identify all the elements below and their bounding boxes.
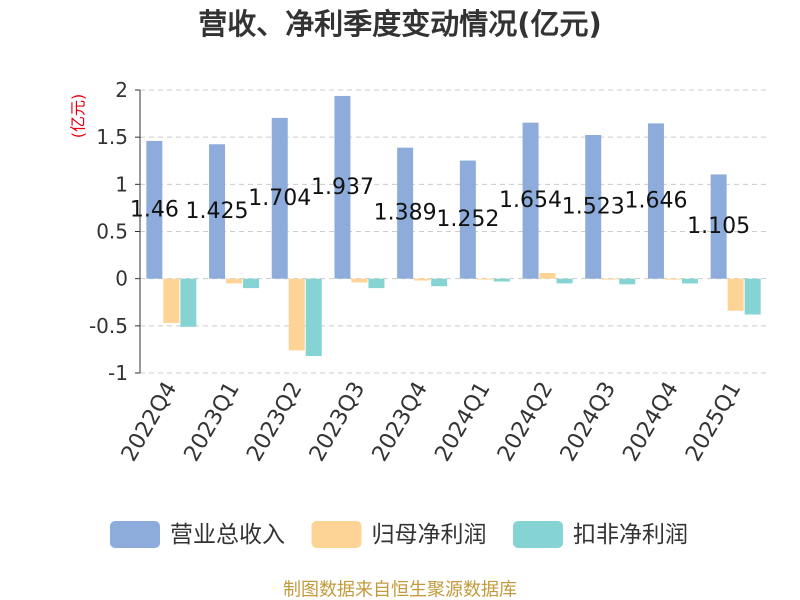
value-label: 1.937	[311, 175, 374, 200]
y-tick-label: 1.5	[96, 125, 128, 149]
net-profit-bar	[163, 278, 180, 324]
source-note: 制图数据来自恒生聚源数据库	[283, 580, 517, 600]
deducted-net-profit-bar	[493, 278, 510, 282]
legend-label: 扣非净利润	[573, 522, 688, 548]
deducted-net-profit-bar	[431, 278, 448, 287]
deducted-net-profit-bar	[305, 278, 322, 357]
revenue-bar	[271, 117, 288, 279]
legend: 营业总收入 归母净利润 扣非净利润	[110, 521, 688, 548]
net-profit-bar	[539, 273, 556, 279]
y-axis: 2 1.5 1 0.5 0 -0.5 -1	[89, 78, 141, 385]
revenue-bar	[585, 134, 602, 279]
x-axis: 2022Q42023Q12023Q22023Q32023Q42024Q12024…	[117, 378, 747, 466]
net-profit-bar	[727, 278, 744, 311]
value-label: 1.46	[130, 197, 179, 222]
revenue-bar	[459, 160, 476, 279]
deducted-net-profit-bar	[681, 278, 698, 284]
value-label: 1.646	[624, 189, 687, 214]
deducted-net-profit-bar	[368, 278, 385, 289]
y-tick-label: 0.5	[96, 220, 128, 244]
legend-item-revenue[interactable]: 营业总收入	[110, 521, 285, 548]
deducted-net-profit-bar	[744, 278, 761, 315]
x-tick-label: 2023Q4	[368, 378, 433, 466]
x-tick-label: 2024Q4	[618, 378, 683, 466]
net-profit-bar	[226, 278, 243, 284]
legend-label: 归母净利润	[372, 522, 487, 548]
bar-series	[146, 95, 761, 357]
value-label: 1.654	[499, 188, 562, 213]
revenue-bar	[522, 122, 539, 279]
net-profit-bar	[288, 278, 305, 351]
x-tick-label: 2023Q1	[180, 378, 245, 466]
x-tick-label: 2023Q2	[242, 378, 307, 466]
revenue-bar	[647, 123, 664, 279]
x-tick-label: 2023Q3	[305, 378, 370, 466]
value-label: 1.523	[562, 194, 625, 219]
value-label: 1.425	[186, 199, 249, 224]
revenue-bar	[334, 95, 351, 279]
legend-label: 营业总收入	[170, 522, 285, 548]
chart-title: 营收、净利季度变动情况(亿元)	[198, 7, 602, 41]
x-tick-label: 2024Q1	[430, 378, 495, 466]
net-profit-bar	[414, 278, 431, 281]
y-tick-label: -0.5	[89, 314, 128, 338]
deducted-net-profit-bar	[619, 278, 636, 285]
x-tick-label: 2022Q4	[117, 378, 182, 466]
value-label: 1.704	[248, 186, 311, 211]
deducted-net-profit-bar	[243, 278, 260, 289]
net-profit-bar	[476, 278, 493, 280]
x-tick-label: 2025Q1	[681, 378, 746, 466]
y-tick-label: -1	[108, 361, 128, 385]
x-tick-label: 2024Q3	[556, 378, 621, 466]
revenue-bar	[710, 174, 727, 279]
legend-swatch	[311, 521, 362, 548]
deducted-net-profit-bar	[556, 278, 573, 284]
legend-item-deducted-net-profit[interactable]: 扣非净利润	[513, 521, 688, 548]
y-tick-label: 2	[115, 78, 128, 102]
net-profit-bar	[602, 278, 619, 280]
value-label: 1.252	[436, 207, 499, 232]
revenue-bar	[146, 140, 163, 279]
y-tick-label: 0	[115, 267, 128, 291]
legend-swatch	[513, 521, 563, 548]
y-axis-title: (亿元)	[69, 94, 88, 139]
deducted-net-profit-bar	[180, 278, 197, 327]
legend-item-net-profit[interactable]: 归母净利润	[311, 521, 487, 548]
value-label: 1.389	[374, 201, 437, 226]
net-profit-bar	[351, 278, 368, 283]
x-tick-label: 2024Q2	[493, 378, 558, 466]
revenue-bar	[209, 144, 226, 279]
legend-swatch	[110, 521, 160, 548]
net-profit-bar	[664, 278, 681, 280]
revenue-bar	[397, 147, 414, 279]
y-tick-label: 1	[115, 172, 128, 196]
value-label: 1.105	[687, 214, 750, 239]
